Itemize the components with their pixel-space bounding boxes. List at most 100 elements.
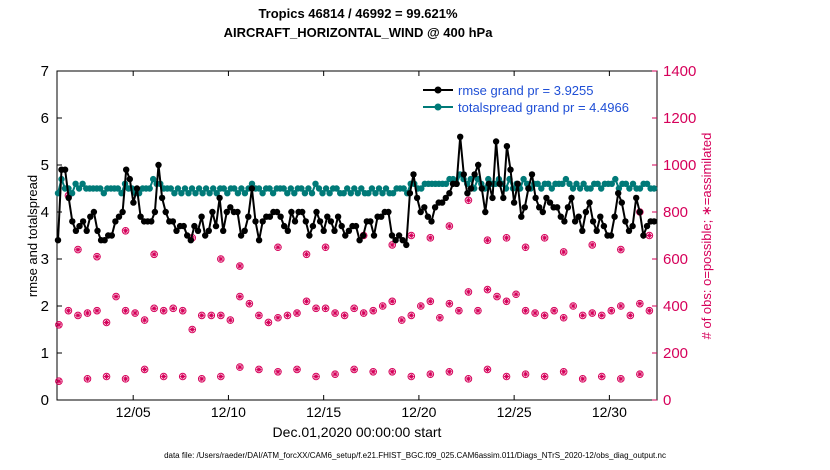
series-point-1 bbox=[548, 185, 555, 192]
obs-assimilated-star bbox=[618, 376, 624, 382]
series-point-0 bbox=[65, 194, 72, 202]
obs-assimilated-star bbox=[494, 294, 500, 300]
series-point-0 bbox=[636, 208, 643, 216]
obs-possible-circle bbox=[331, 309, 339, 317]
series-point-1 bbox=[559, 180, 566, 187]
series-point-0 bbox=[241, 227, 248, 234]
series-point-0 bbox=[482, 208, 489, 216]
obs-possible-circle bbox=[283, 311, 292, 320]
series-point-0 bbox=[421, 204, 428, 211]
obs-marker bbox=[569, 302, 577, 310]
obs-assimilated-star bbox=[246, 301, 252, 307]
obs-possible-circle bbox=[150, 304, 158, 313]
series-point-0 bbox=[593, 227, 600, 234]
obs-marker bbox=[397, 316, 406, 324]
obs-assimilated-star bbox=[504, 298, 510, 304]
obs-assimilated-star bbox=[56, 378, 62, 384]
obs-possible-circle bbox=[274, 368, 282, 376]
series-point-1 bbox=[520, 175, 527, 183]
obs-assimilated-star bbox=[275, 369, 281, 375]
series-point-0 bbox=[503, 143, 511, 150]
series-point-1 bbox=[114, 185, 122, 192]
obs-marker bbox=[626, 311, 635, 320]
obs-assimilated-star bbox=[542, 312, 548, 318]
obs-assimilated-star bbox=[484, 366, 490, 372]
series-point-1 bbox=[167, 185, 174, 192]
obs-marker bbox=[578, 311, 587, 320]
obs-assimilated-star bbox=[551, 308, 557, 314]
obs-possible-circle bbox=[293, 365, 301, 374]
series-point-0 bbox=[255, 237, 263, 244]
obs-assimilated-star bbox=[313, 374, 319, 379]
series-point-1 bbox=[185, 190, 192, 197]
obs-assimilated-star bbox=[580, 312, 586, 318]
series-point-1 bbox=[266, 185, 273, 192]
obs-marker bbox=[302, 250, 311, 259]
obs-assimilated-star bbox=[446, 223, 452, 229]
series-point-0 bbox=[500, 194, 507, 202]
y-tick-label-right: 800 bbox=[663, 204, 688, 221]
obs-assimilated-star bbox=[465, 197, 471, 203]
obs-possible-circle bbox=[388, 241, 397, 249]
series-point-0 bbox=[388, 232, 396, 239]
obs-assimilated-star bbox=[304, 298, 310, 304]
series-point-0 bbox=[557, 213, 564, 220]
obs-possible-circle bbox=[455, 306, 463, 315]
obs-assimilated-star bbox=[151, 251, 157, 257]
y-tick-label-right: 1000 bbox=[663, 157, 696, 174]
series-point-1 bbox=[562, 175, 570, 183]
obs-assimilated-star bbox=[151, 305, 157, 311]
series-point-0 bbox=[324, 213, 331, 220]
y-tick-label-right: 1200 bbox=[663, 110, 696, 127]
obs-assimilated-star bbox=[542, 374, 548, 379]
obs-assimilated-star bbox=[256, 312, 262, 318]
series-point-0 bbox=[291, 218, 299, 225]
obs-marker bbox=[102, 318, 111, 327]
series-point-0 bbox=[342, 232, 349, 239]
series-point-0 bbox=[191, 222, 198, 230]
series-point-0 bbox=[320, 227, 327, 234]
series-point-0 bbox=[266, 213, 274, 220]
obs-marker bbox=[474, 306, 482, 315]
obs-assimilated-star bbox=[523, 308, 529, 314]
obs-assimilated-star bbox=[446, 301, 452, 307]
series-point-0 bbox=[413, 194, 421, 202]
series-point-0 bbox=[385, 208, 392, 216]
obs-marker bbox=[188, 325, 197, 334]
series-point-0 bbox=[108, 232, 116, 239]
obs-assimilated-star bbox=[408, 312, 414, 318]
series-point-1 bbox=[234, 190, 242, 197]
obs-marker bbox=[502, 234, 511, 242]
series-point-0 bbox=[281, 222, 288, 230]
obs-possible-circle bbox=[540, 372, 549, 381]
obs-assimilated-star bbox=[580, 376, 586, 382]
obs-marker bbox=[121, 375, 130, 383]
obs-assimilated-star bbox=[323, 244, 329, 250]
series-point-0 bbox=[564, 204, 572, 211]
obs-possible-circle bbox=[617, 245, 625, 254]
series-point-0 bbox=[378, 213, 385, 220]
obs-possible-circle bbox=[55, 377, 63, 386]
obs-possible-circle bbox=[559, 248, 568, 256]
series-point-1 bbox=[382, 185, 390, 192]
obs-possible-circle bbox=[617, 302, 625, 310]
x-axis-label: Dec.01,2020 00:00:00 start bbox=[273, 424, 442, 440]
obs-marker bbox=[159, 306, 168, 315]
series-point-1 bbox=[255, 185, 263, 192]
series-point-1 bbox=[608, 180, 615, 187]
series-point-1 bbox=[75, 185, 83, 192]
series-point-0 bbox=[133, 185, 141, 192]
obs-possible-circle bbox=[112, 292, 120, 301]
obs-possible-circle bbox=[217, 255, 225, 263]
obs-marker bbox=[293, 365, 301, 374]
series-point-0 bbox=[568, 194, 575, 202]
series-point-0 bbox=[309, 222, 317, 230]
series-point-0 bbox=[399, 237, 406, 244]
obs-marker bbox=[217, 372, 225, 381]
obs-assimilated-star bbox=[627, 312, 633, 318]
obs-marker bbox=[64, 306, 73, 315]
series-point-0 bbox=[220, 227, 227, 234]
series-point-1 bbox=[534, 180, 541, 187]
series-point-1 bbox=[566, 180, 573, 187]
